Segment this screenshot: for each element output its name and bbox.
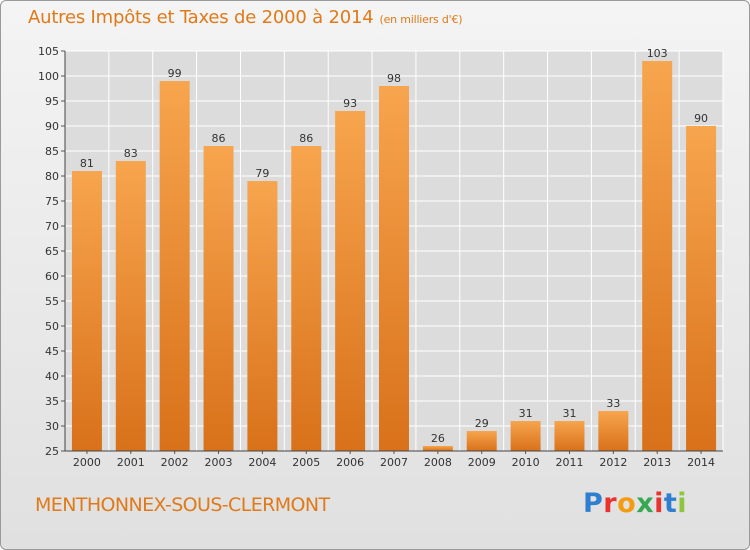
y-tick-label: 105 [38, 45, 59, 58]
chart-title-text: Autres Impôts et Taxes de 2000 à 2014 [28, 7, 374, 28]
x-tick-label: 2010 [512, 456, 540, 469]
data-label: 31 [562, 407, 576, 420]
logo-letter: i [654, 488, 664, 519]
y-tick-label: 80 [45, 170, 59, 183]
chart-title: Autres Impôts et Taxes de 2000 à 2014 (en… [28, 7, 463, 28]
bar [71, 171, 102, 451]
y-tick-label: 55 [45, 295, 59, 308]
commune-name: MENTHONNEX-SOUS-CLERMONT [35, 494, 330, 516]
y-tick-label: 70 [45, 220, 59, 233]
data-label: 31 [519, 407, 533, 420]
bar [335, 111, 366, 451]
x-tick-label: 2004 [248, 456, 276, 469]
x-tick-label: 2009 [468, 456, 496, 469]
y-tick-label: 50 [45, 320, 59, 333]
bar [291, 146, 322, 451]
bar [379, 86, 409, 451]
y-tick-label: 40 [45, 370, 59, 383]
y-tick-label: 85 [45, 145, 59, 158]
data-label: 83 [124, 147, 138, 160]
y-tick-label: 75 [45, 195, 59, 208]
x-tick-label: 2014 [687, 456, 715, 469]
bar [247, 181, 278, 451]
y-tick-label: 30 [45, 420, 59, 433]
bar [466, 431, 497, 451]
logo-letter: P [583, 488, 604, 519]
proxiti-logo[interactable]: Proxiti [583, 488, 687, 519]
data-label: 79 [255, 167, 269, 180]
y-tick-label: 65 [45, 245, 59, 258]
chart-unit: (en milliers d'€) [379, 13, 463, 26]
data-label: 103 [647, 47, 668, 60]
y-tick-label: 60 [45, 270, 59, 283]
data-label: 86 [212, 132, 226, 145]
x-tick-label: 2008 [424, 456, 452, 469]
logo-letter: o [617, 488, 637, 519]
y-tick-label: 25 [45, 445, 59, 458]
y-tick-label: 45 [45, 345, 59, 358]
bar [642, 61, 673, 451]
x-tick-label: 2013 [643, 456, 671, 469]
bar [203, 146, 234, 451]
data-label: 90 [694, 112, 708, 125]
bar [115, 161, 146, 451]
data-label: 33 [606, 397, 620, 410]
x-tick-label: 2012 [599, 456, 627, 469]
data-label: 93 [343, 97, 357, 110]
x-tick-label: 2001 [117, 456, 145, 469]
data-label: 26 [431, 432, 445, 445]
data-label: 81 [80, 157, 94, 170]
y-tick-label: 90 [45, 120, 59, 133]
y-tick-label: 95 [45, 95, 59, 108]
data-label: 99 [168, 67, 182, 80]
logo-letter: r [603, 488, 618, 519]
logo-letter: x [636, 488, 655, 519]
x-tick-label: 2006 [336, 456, 364, 469]
bar [598, 411, 629, 451]
bar [686, 126, 717, 451]
bar [554, 421, 585, 451]
logo-letter: t [663, 488, 678, 519]
y-tick-label: 35 [45, 395, 59, 408]
data-label: 86 [299, 132, 313, 145]
y-tick-label: 100 [38, 70, 59, 83]
x-tick-label: 2011 [555, 456, 583, 469]
bar [510, 421, 541, 451]
logo-letter: i [677, 488, 688, 519]
data-label: 29 [475, 417, 489, 430]
x-tick-label: 2003 [205, 456, 233, 469]
x-tick-label: 2002 [161, 456, 189, 469]
bar [159, 81, 190, 451]
x-tick-label: 2000 [73, 456, 101, 469]
bar [422, 446, 453, 451]
x-tick-label: 2005 [292, 456, 320, 469]
data-label: 98 [387, 72, 401, 85]
x-tick-label: 2007 [380, 456, 408, 469]
